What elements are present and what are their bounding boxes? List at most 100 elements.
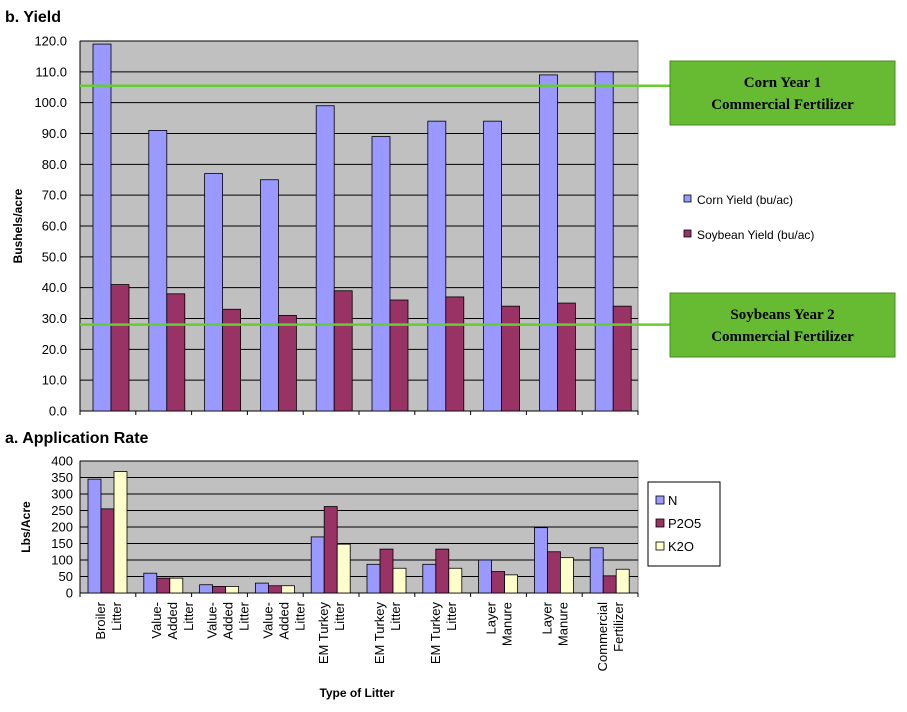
- category-label: Added: [276, 602, 291, 640]
- yield-bar: [333, 290, 353, 412]
- yield-bar: [389, 299, 409, 412]
- app-bar: [435, 548, 450, 594]
- app-bar: [212, 586, 227, 594]
- category-label: Value-: [149, 602, 164, 639]
- category-label: Broiler: [93, 601, 108, 639]
- app-y-tick-label: 200: [51, 520, 73, 535]
- app-bar: [589, 547, 604, 594]
- yield-bar: [259, 179, 279, 412]
- app-y-tick-label: 400: [51, 454, 73, 469]
- app-bar: [602, 575, 617, 594]
- category-label: EM Turkey: [372, 602, 387, 665]
- category-label: Litter: [292, 601, 307, 631]
- category-label: EM Turkey: [316, 602, 331, 665]
- yield-y-tick-label: 120.0: [34, 34, 67, 49]
- yield-chart-title: b. Yield: [5, 9, 61, 26]
- yield-y-tick-label: 30.0: [42, 311, 67, 326]
- category-label: Litter: [237, 601, 252, 631]
- yield-y-tick-label: 40.0: [42, 280, 67, 295]
- yield-y-tick-label: 70.0: [42, 188, 67, 203]
- yield-bar: [148, 130, 168, 412]
- app-bar: [267, 585, 282, 594]
- yield-bar: [222, 308, 242, 412]
- yield-y-tick-label: 90.0: [42, 126, 67, 141]
- annotation-box: [669, 60, 896, 126]
- category-label: Litter: [388, 601, 403, 631]
- category-label: Manure: [500, 602, 515, 646]
- app-bar: [448, 567, 463, 594]
- app-legend-label: N: [668, 493, 677, 508]
- yield-y-tick-label: 20.0: [42, 342, 67, 357]
- category-label: Fertilizer: [611, 601, 626, 652]
- yield-bar: [371, 136, 391, 412]
- yield-y-tick-label: 100.0: [34, 95, 67, 110]
- annotation-text: Corn Year 1: [744, 75, 822, 91]
- app-legend-swatch: [655, 541, 665, 551]
- yield-y-tick-label: 60.0: [42, 219, 67, 234]
- app-bar: [392, 567, 407, 594]
- yield-legend-label: Corn Yield (bu/ac): [697, 193, 793, 207]
- yield-legend-label: Soybean Yield (bu/ac): [697, 228, 814, 242]
- yield-y-tick-label: 50.0: [42, 249, 67, 264]
- category-label: Value-: [260, 602, 275, 639]
- annotation-box: [669, 292, 896, 358]
- app-bar: [491, 571, 506, 594]
- app-bar: [366, 563, 381, 594]
- app-bar: [379, 548, 394, 594]
- yield-y-axis-label: Bushels/acre: [11, 188, 25, 263]
- category-label: Litter: [181, 601, 196, 631]
- app-bar: [100, 508, 115, 594]
- yield-legend-swatch: [683, 229, 692, 238]
- yield-bar: [539, 74, 558, 412]
- category-label: Layer: [484, 601, 499, 634]
- app-legend-label: K2O: [668, 539, 694, 554]
- app-bar: [615, 568, 630, 594]
- app-bar: [336, 543, 351, 594]
- yield-bar: [204, 173, 224, 412]
- app-bar: [156, 577, 171, 594]
- yield-bar: [92, 43, 112, 412]
- app-bar: [534, 527, 548, 594]
- app-y-axis-label: Lbs/Acre: [19, 501, 33, 553]
- category-label: Value-: [205, 602, 220, 639]
- category-label: Manure: [555, 602, 570, 646]
- app-bar: [280, 585, 295, 594]
- app-bar: [560, 557, 574, 594]
- yield-y-tick-label: 10.0: [42, 373, 67, 388]
- app-legend-swatch: [655, 518, 665, 528]
- yield-y-tick-label: 110.0: [35, 64, 67, 79]
- app-bar: [310, 536, 325, 594]
- app-y-tick-label: 350: [51, 470, 73, 485]
- annotation-text: Commercial Fertilizer: [711, 329, 854, 345]
- yield-bar: [427, 120, 447, 412]
- app-y-tick-label: 50: [59, 569, 73, 584]
- category-label: Added: [165, 602, 180, 640]
- app-bar: [169, 577, 184, 594]
- category-label: EM Turkey: [428, 602, 443, 665]
- yield-y-tick-label: 0.0: [49, 404, 67, 419]
- yield-legend-swatch: [683, 194, 692, 203]
- app-bar: [143, 572, 158, 594]
- app-legend-label: P2O5: [668, 516, 701, 531]
- yield-bar: [557, 302, 576, 412]
- yield-bar: [483, 120, 503, 412]
- yield-bar: [445, 296, 465, 412]
- app-bar: [199, 584, 214, 594]
- app-y-tick-label: 300: [51, 487, 73, 502]
- app-legend-swatch: [655, 495, 665, 505]
- app-bar: [225, 586, 240, 594]
- app-x-axis-label: Type of Litter: [319, 686, 394, 700]
- yield-bar: [277, 315, 297, 412]
- app-y-tick-label: 150: [51, 536, 73, 551]
- app-bar: [547, 551, 561, 594]
- yield-y-tick-label: 80.0: [42, 157, 67, 172]
- category-label: Added: [221, 602, 236, 640]
- app-y-tick-label: 0: [66, 586, 73, 601]
- category-label: Litter: [444, 601, 459, 631]
- category-label: Litter: [109, 601, 124, 631]
- app-y-tick-label: 100: [51, 553, 73, 568]
- category-label: Commercial: [595, 602, 610, 671]
- app-bar: [113, 471, 128, 594]
- yield-bar: [315, 105, 335, 412]
